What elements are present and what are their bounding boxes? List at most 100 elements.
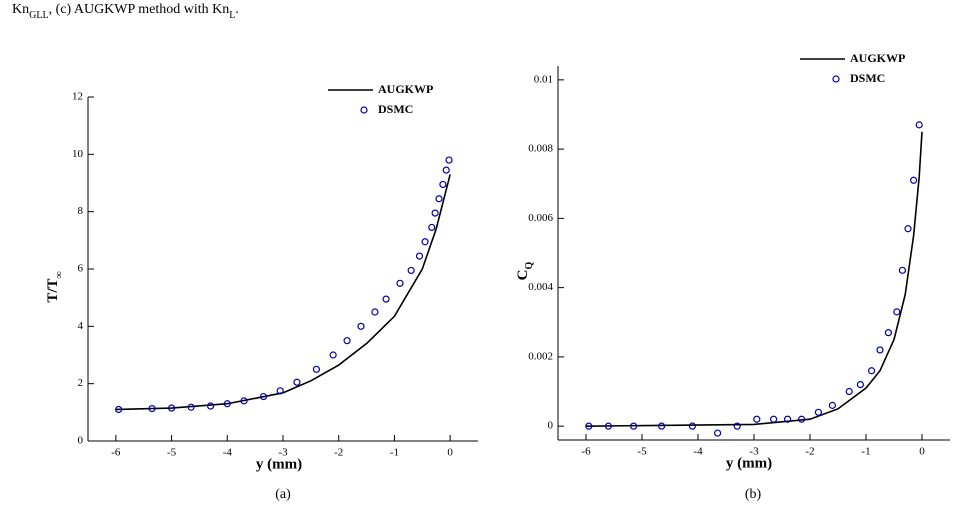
data-point	[753, 415, 761, 423]
x-tick-label: -5	[167, 447, 177, 459]
legend-marker	[832, 75, 840, 83]
x-tick-label: 0	[919, 446, 925, 458]
x-tick-label: -6	[581, 446, 591, 458]
data-point	[435, 195, 443, 203]
data-point	[382, 295, 390, 303]
data-point	[115, 405, 123, 414]
y-axis-label: CQ	[515, 261, 534, 280]
y-tick-label: 8	[78, 205, 84, 217]
x-tick-label: -2	[334, 447, 343, 459]
x-tick-label: -4	[693, 446, 703, 458]
data-point	[428, 223, 436, 232]
x-tick-label: -1	[861, 446, 870, 458]
x-tick-label: 0	[447, 447, 453, 459]
y-tick-label: 2	[78, 377, 84, 389]
y-tick-label: 10	[72, 148, 84, 160]
data-point	[828, 401, 837, 409]
data-point	[629, 422, 638, 430]
caption-fragment: KnGLL, (c) AUGKWP method with KnL.	[12, 2, 239, 21]
data-point	[293, 378, 301, 386]
data-point	[439, 180, 447, 189]
data-line	[115, 174, 451, 411]
x-tick-label: -5	[637, 446, 647, 458]
y-tick-label: 0.002	[528, 350, 553, 362]
data-point	[856, 380, 865, 389]
x-tick-label: -3	[749, 446, 759, 458]
legend-label: AUGKWP	[850, 51, 905, 65]
data-point	[240, 397, 248, 405]
data-point	[733, 422, 741, 430]
y-tick-label: 0.006	[528, 212, 553, 224]
data-point	[769, 415, 778, 423]
data-point	[884, 329, 893, 337]
x-tick-label: -4	[223, 447, 233, 459]
data-point	[898, 266, 907, 274]
y-tick-label: 0	[548, 420, 554, 432]
x-tick-label: -3	[278, 447, 288, 459]
legend-marker	[360, 106, 368, 114]
data-point	[915, 121, 923, 129]
legend-label: DSMC	[378, 102, 413, 116]
data-point	[445, 156, 453, 164]
data-point	[371, 308, 379, 316]
data-point	[783, 415, 792, 423]
data-point	[867, 367, 876, 375]
panel-label: (b)	[745, 487, 762, 502]
legend-label: DSMC	[850, 71, 885, 85]
y-axis-label: T/T∞	[45, 271, 64, 302]
data-point	[713, 429, 722, 437]
data-point	[407, 266, 415, 275]
data-point	[276, 387, 284, 395]
data-point	[415, 252, 424, 260]
data-point	[343, 337, 351, 345]
caption-text: Kn	[12, 2, 29, 17]
y-tick-label: 0.01	[534, 73, 553, 85]
y-tick-label: 6	[78, 263, 84, 275]
y-axis-label-text: C	[515, 269, 531, 280]
y-tick-label: 4	[78, 320, 84, 332]
data-point	[688, 422, 697, 430]
data-point	[206, 402, 215, 410]
data-line	[585, 131, 923, 427]
data-point	[421, 238, 429, 246]
caption-text: .	[235, 2, 239, 17]
y-axis-label-sub: ∞	[54, 271, 65, 278]
panel-label: (a)	[275, 487, 291, 502]
data-point	[845, 387, 853, 396]
y-tick-label: 12	[72, 91, 83, 103]
data-point	[657, 422, 666, 430]
x-tick-label: -1	[390, 447, 399, 459]
data-point	[148, 405, 156, 413]
data-point	[442, 166, 450, 174]
y-axis-label-sub: Q	[524, 261, 535, 269]
x-axis-label: y (mm)	[256, 456, 302, 472]
data-point	[909, 176, 918, 184]
data-point	[585, 422, 593, 430]
data-point	[814, 408, 823, 416]
y-tick-label: 0.004	[528, 281, 553, 293]
x-tick-label: -2	[805, 446, 814, 458]
data-point	[396, 279, 404, 287]
y-tick-label: 0	[78, 435, 84, 447]
data-point	[259, 392, 268, 401]
data-point	[604, 422, 613, 430]
legend-label: AUGKWP	[378, 82, 433, 96]
data-point	[223, 400, 231, 408]
data-point	[357, 322, 365, 330]
data-point	[312, 365, 321, 373]
x-tick-label: -6	[111, 447, 121, 459]
caption-sub: GLL	[29, 10, 48, 21]
data-point	[167, 404, 176, 412]
x-axis-label: y (mm)	[726, 455, 772, 471]
data-point	[904, 225, 912, 233]
data-point	[187, 403, 195, 411]
y-axis-label-text: T/T	[45, 278, 61, 302]
caption-sub: L	[229, 10, 235, 21]
data-point	[893, 308, 901, 316]
y-tick-label: 0.008	[528, 143, 553, 155]
data-point	[431, 209, 439, 217]
caption-text: , (c) AUGKWP method with Kn	[49, 2, 230, 17]
data-point	[329, 351, 337, 359]
